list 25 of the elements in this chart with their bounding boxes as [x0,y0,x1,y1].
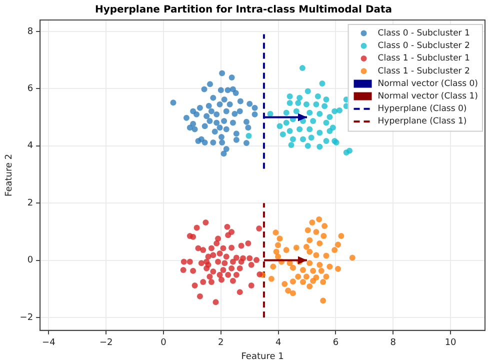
y-tick-label: −2 [20,312,34,323]
chart-title: Hyperplane Partition for Intra-class Multimodal Data [94,4,392,16]
x-tick-label: 0 [160,338,167,348]
legend-label: Normal vector (Class 0) [378,78,478,89]
y-tick-label: 2 [27,198,34,208]
x-axis-title: Feature 1 [241,352,284,362]
legend-label: Normal vector (Class 1) [378,92,478,102]
x-tick-label: 2 [218,338,224,348]
legend-label: Class 1 - Subcluster 2 [378,66,470,76]
y-tick-label: 4 [27,141,34,152]
x-tick-label: 8 [390,338,396,348]
y-tick-label: 0 [27,256,34,266]
y-axis-title: Feature 2 [4,154,15,197]
x-tick-label: 10 [444,338,457,348]
legend-label: Hyperplane (Class 1) [378,116,467,127]
y-tick-label: 6 [27,84,34,94]
y-tick-label: 8 [27,26,34,37]
x-tick-label: 6 [332,338,339,348]
legend-label: Class 1 - Subcluster 1 [378,54,470,64]
x-tick-label: −2 [99,338,113,348]
x-tick-label: 4 [275,338,282,348]
x-tick-label: −4 [42,338,56,348]
legend-label: Class 0 - Subcluster 2 [378,41,470,52]
legend-label: Class 0 - Subcluster 1 [378,28,470,39]
legend-label: Hyperplane (Class 0) [378,104,467,114]
